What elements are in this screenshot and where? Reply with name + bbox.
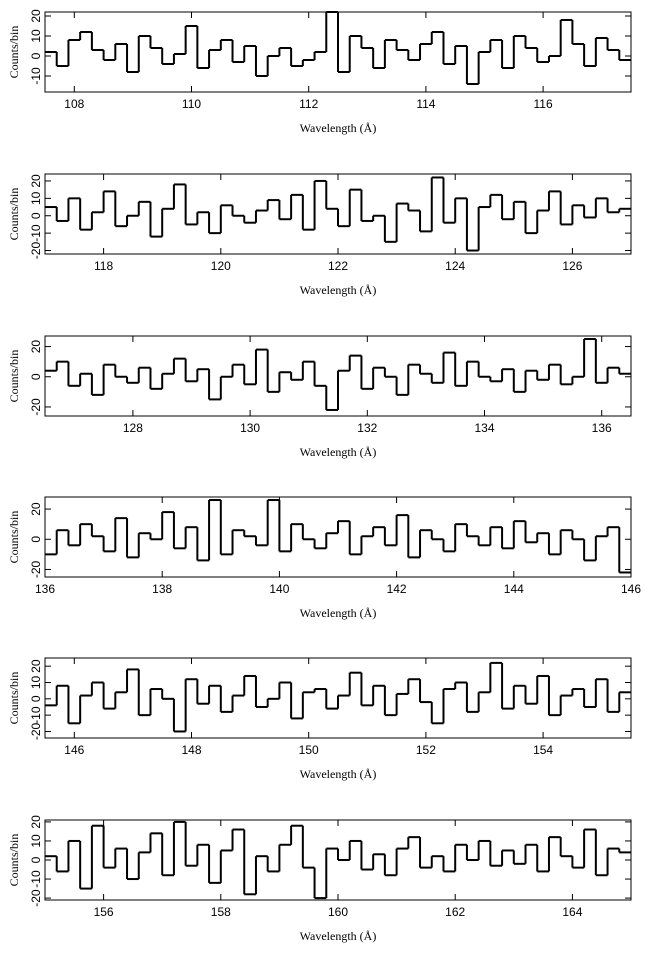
y-tick-label: -10 xyxy=(29,224,43,242)
x-tick-label: 124 xyxy=(445,259,465,273)
panel: 108 110 112 114 116 -10 0 10 20 Wavelength (Å) Cou… xyxy=(7,9,632,135)
x-tick-label: 118 xyxy=(94,259,113,273)
y-tick-label: 20 xyxy=(29,815,43,829)
x-axis-label: Wavelength (Å) xyxy=(300,929,377,943)
x-axis-label: Wavelength (Å) xyxy=(300,283,377,297)
x-tick-label: 114 xyxy=(416,97,435,111)
y-tick-label: -20 xyxy=(29,560,43,578)
x-axis-label: Wavelength (Å) xyxy=(300,121,377,135)
plot-frame xyxy=(44,335,632,417)
x-tick-label: 158 xyxy=(211,905,231,919)
y-tick-label: 0 xyxy=(29,536,43,543)
x-tick-label: 148 xyxy=(181,743,201,757)
x-tick-label: 134 xyxy=(474,421,494,435)
x-tick-label: 146 xyxy=(64,743,84,757)
plot-frame xyxy=(44,496,632,578)
y-tick-label: 10 xyxy=(29,834,43,848)
x-tick-label: 128 xyxy=(123,421,143,435)
x-tick-label: 142 xyxy=(387,582,407,596)
y-tick-label: 10 xyxy=(29,191,43,205)
x-tick-label: 132 xyxy=(357,421,377,435)
y-tick-label: 10 xyxy=(29,675,43,689)
plot-frame xyxy=(44,657,632,739)
y-axis-label: Counts/bin xyxy=(7,350,21,403)
x-tick-label: 136 xyxy=(35,582,55,596)
y-tick-label: 0 xyxy=(29,52,43,59)
y-tick-label: 0 xyxy=(29,212,43,219)
x-tick-label: 160 xyxy=(328,905,348,919)
panel: 136 138 140 142 144 146 -20 0 20 Wavelength (Å) Co… xyxy=(7,496,641,620)
x-tick-label: 156 xyxy=(94,905,114,919)
y-tick-label: -20 xyxy=(29,889,43,907)
panel: 146 148 150 152 154 -20-10 0 10 20 Wavelength (Å)… xyxy=(7,657,632,781)
y-tick-label: 20 xyxy=(29,502,43,516)
x-tick-label: 130 xyxy=(240,421,260,435)
y-axis-label: Counts/bin xyxy=(7,834,21,887)
y-tick-label: 20 xyxy=(29,659,43,673)
x-tick-label: 136 xyxy=(592,421,612,435)
y-tick-label: 20 xyxy=(29,174,43,188)
x-tick-label: 120 xyxy=(211,259,231,273)
y-tick-label: -20 xyxy=(29,722,43,740)
panel: 118 120 122 124 126 -20-10 0 10 20 Wavelength (Å)… xyxy=(7,173,632,297)
panel: 156 158 160 162 164 -20-10 0 10 20 Wavelength (Å)… xyxy=(7,815,632,943)
y-tick-label: -10 xyxy=(29,706,43,724)
y-tick-label: 0 xyxy=(29,373,43,380)
x-tick-label: 154 xyxy=(533,743,553,757)
x-tick-label: 140 xyxy=(269,582,289,596)
x-tick-label: 162 xyxy=(445,905,465,919)
y-tick-label: -20 xyxy=(29,242,43,260)
y-axis-label: Counts/bin xyxy=(7,511,21,564)
y-tick-label: 10 xyxy=(29,29,43,43)
x-axis-label: Wavelength (Å) xyxy=(300,445,377,459)
x-axis-label: Wavelength (Å) xyxy=(300,606,377,620)
x-tick-label: 122 xyxy=(328,259,348,273)
y-tick-label: -20 xyxy=(29,398,43,416)
x-tick-label: 112 xyxy=(299,97,318,111)
x-axis-label: Wavelength (Å) xyxy=(300,767,377,781)
x-tick-label: 116 xyxy=(534,97,553,111)
y-axis-label: Counts/bin xyxy=(7,672,21,725)
x-tick-label: 126 xyxy=(562,259,582,273)
x-tick-label: 108 xyxy=(64,97,84,111)
x-tick-label: 146 xyxy=(621,582,641,596)
x-tick-label: 138 xyxy=(152,582,172,596)
y-tick-label: -10 xyxy=(29,870,43,888)
y-tick-label: 20 xyxy=(29,9,43,23)
y-tick-label: -10 xyxy=(29,67,43,85)
plot-frame xyxy=(44,11,632,93)
x-tick-label: 164 xyxy=(562,905,582,919)
y-tick-label: 0 xyxy=(29,695,43,702)
x-tick-label: 152 xyxy=(416,743,436,757)
x-tick-label: 144 xyxy=(504,582,524,596)
panel: 128 130 132 134 136 -20 0 20 Wavelength (Å) Count… xyxy=(7,335,632,459)
y-tick-label: 0 xyxy=(29,856,43,863)
x-tick-label: 150 xyxy=(299,743,319,757)
x-tick-label: 110 xyxy=(182,97,201,111)
y-tick-label: 20 xyxy=(29,340,43,354)
y-axis-label: Counts/bin xyxy=(7,26,21,79)
y-axis-label: Counts/bin xyxy=(7,188,21,241)
